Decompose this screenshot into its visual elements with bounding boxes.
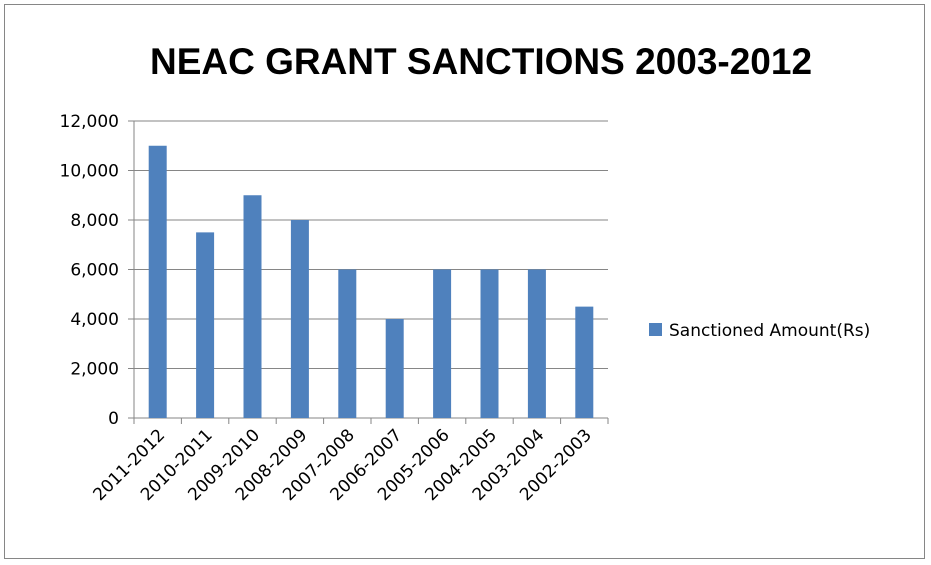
axes [128,120,609,424]
y-tick-label: 8,000 [70,211,119,231]
y-tick-label: 6,000 [70,261,119,281]
bar-2003-2004 [527,269,546,418]
bar-2009-2010 [243,195,262,418]
bar-2006-2007 [385,319,404,418]
y-tick-label: 12,000 [60,112,119,132]
bar-2008-2009 [290,220,309,418]
y-tick-labels: 0 2,000 4,000 6,000 8,000 10,000 12,000 [60,112,119,429]
y-tick-label: 10,000 [60,162,119,182]
y-tick-label: 2,000 [70,360,119,380]
bars [148,145,594,418]
y-tick-label: 4,000 [70,310,119,330]
legend: Sanctioned Amount(Rs) [649,321,870,341]
chart-title: NEAC GRANT SANCTIONS 2003-2012 [150,41,812,82]
legend-label: Sanctioned Amount(Rs) [669,321,870,341]
bar-2007-2008 [338,269,357,418]
bar-2005-2006 [433,269,452,418]
x-tick-labels: 2011-20122010-20112009-20102008-20092007… [90,425,596,505]
legend-swatch [649,323,662,336]
bar-2004-2005 [480,269,499,418]
y-tick-label: 0 [108,409,119,429]
bar-2002-2003 [575,306,594,418]
bar-2011-2012 [148,145,167,418]
bar-2010-2011 [196,232,215,418]
